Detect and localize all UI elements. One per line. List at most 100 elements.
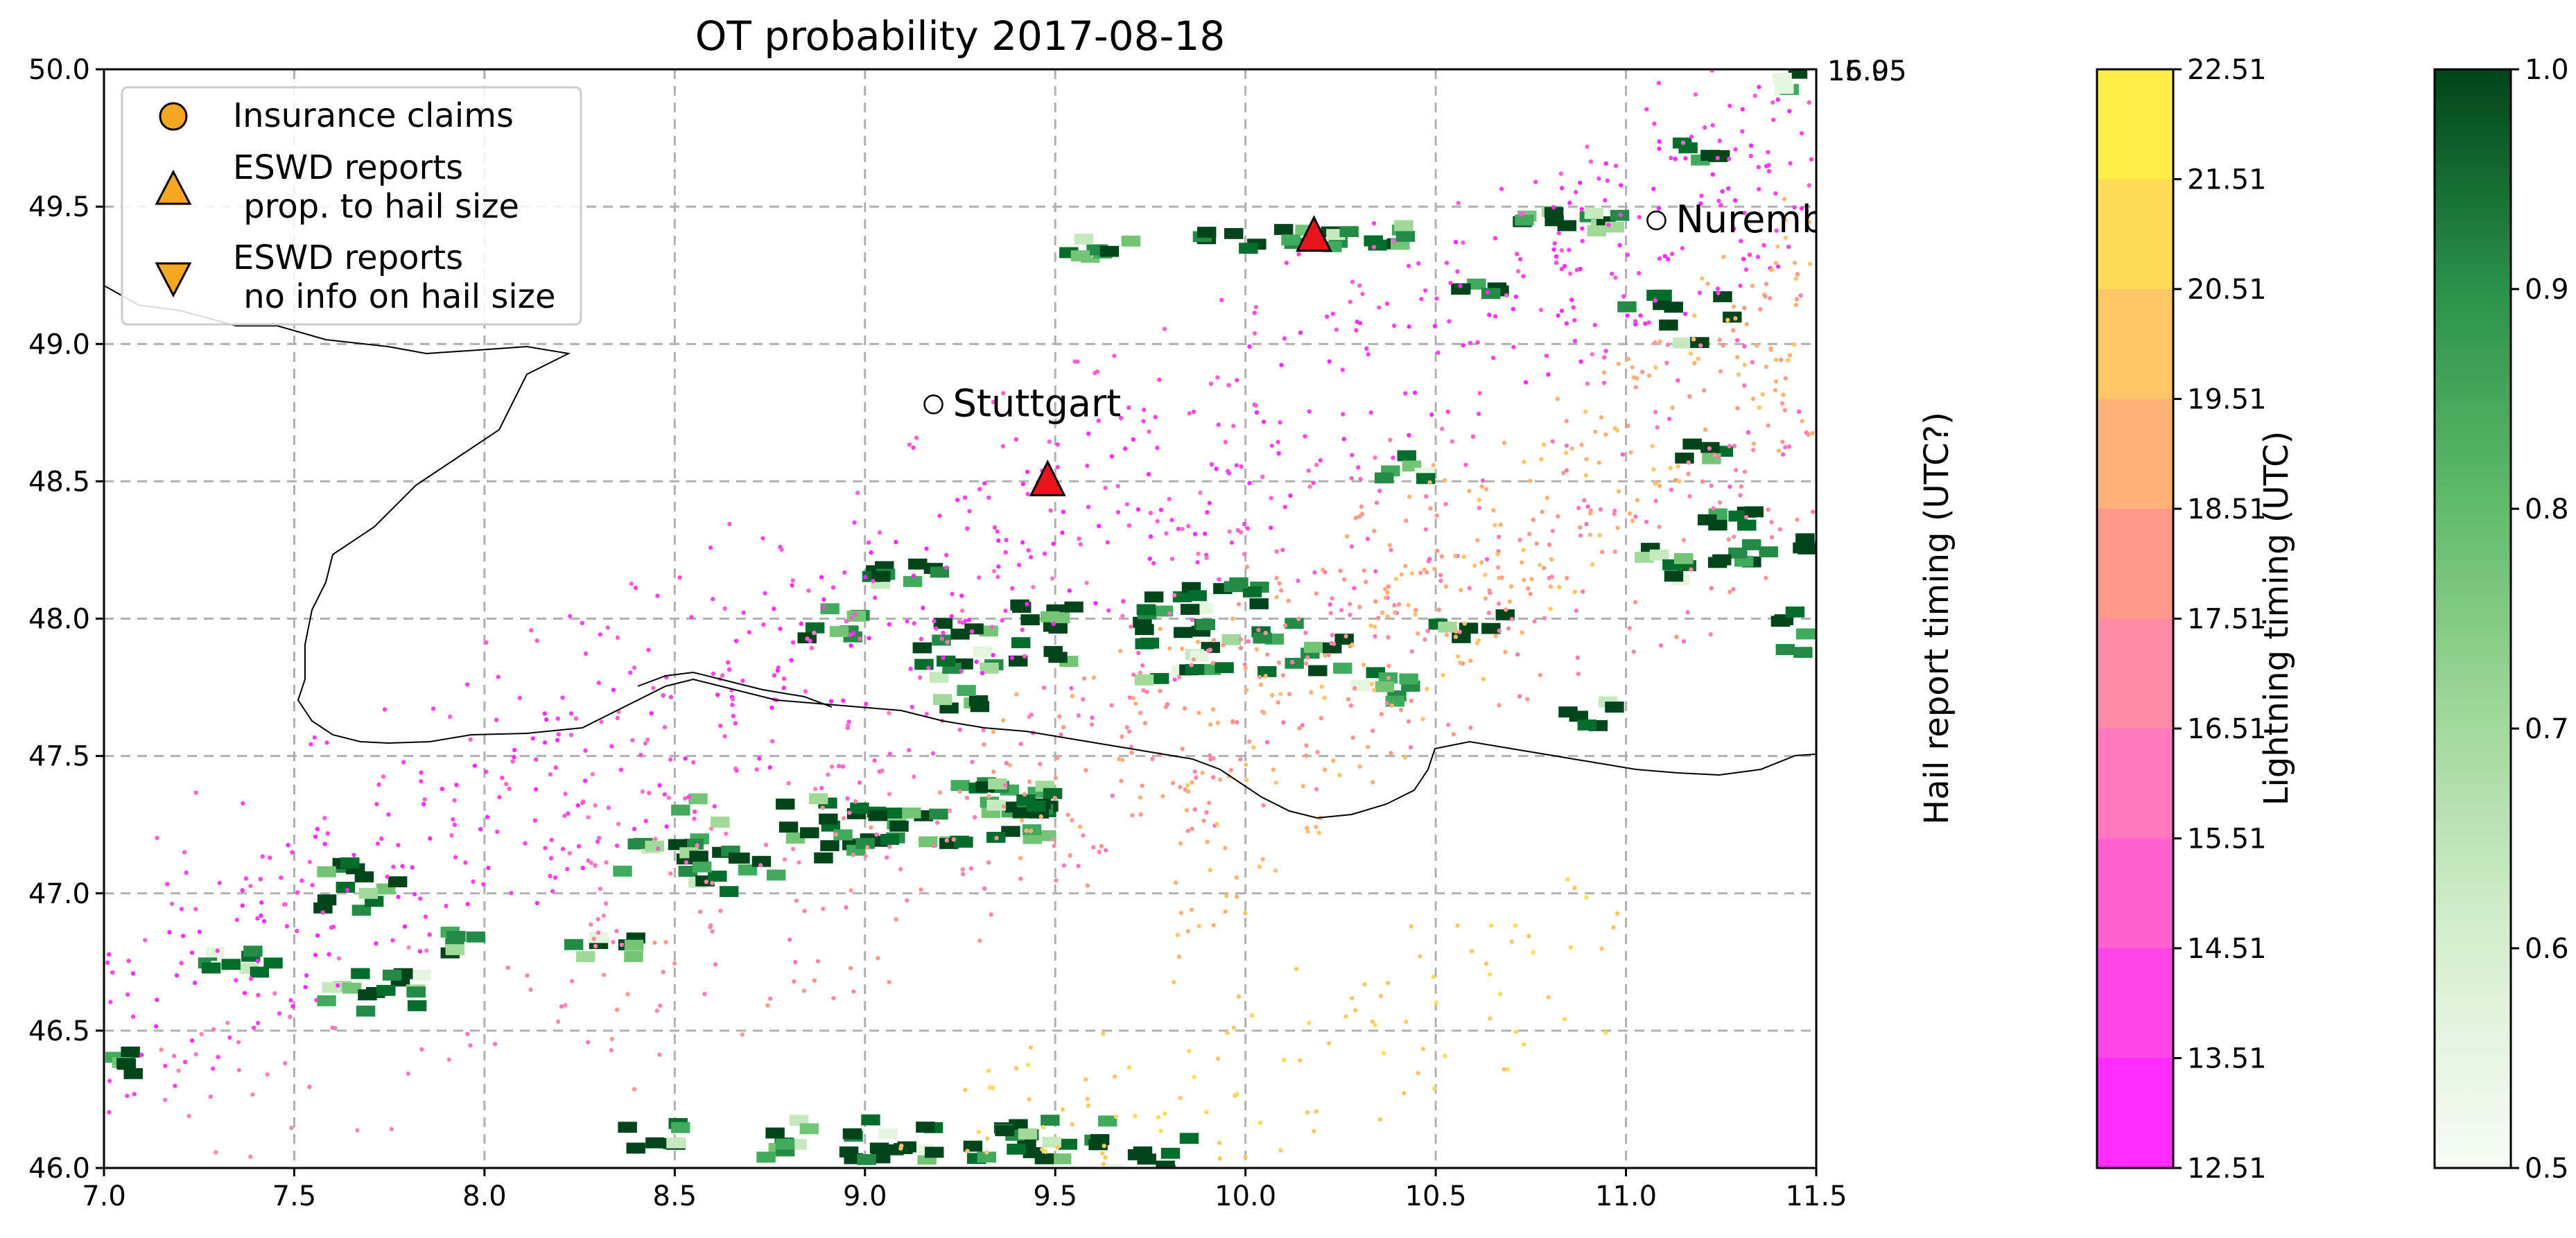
lightning-dot — [1377, 1117, 1383, 1122]
lightning-dot — [1124, 725, 1129, 730]
lightning-dot — [1504, 293, 1509, 298]
lightning-dot — [1625, 313, 1630, 318]
lightning-dot — [821, 604, 826, 610]
lightning-dot — [941, 630, 946, 636]
lightning-dot — [1676, 464, 1680, 469]
probability-cell — [829, 626, 849, 637]
probability-cell — [1016, 794, 1036, 805]
lightning-dot — [1568, 945, 1574, 950]
probability-colorbar-tick-label: 0.6 — [2525, 933, 2569, 965]
lightning-dot — [1689, 134, 1694, 139]
lightning-dot — [649, 710, 654, 716]
lightning-dot — [1247, 344, 1252, 349]
lightning-dot — [733, 721, 738, 726]
lightning-dot — [543, 846, 548, 851]
lightning-dot — [1574, 268, 1580, 272]
lightning-dot — [1343, 1014, 1348, 1019]
probability-cell — [407, 1000, 427, 1011]
lightning-dot — [819, 575, 824, 579]
lightning-dot — [484, 640, 489, 645]
lightning-dot — [640, 789, 645, 794]
lightning-dot — [1097, 849, 1102, 855]
probability-cell — [1438, 621, 1457, 633]
lightning-dot — [609, 1047, 613, 1053]
probability-cell — [1587, 225, 1606, 236]
probability-cell — [1281, 234, 1300, 246]
lightning-dot — [1385, 614, 1390, 619]
probability-cell — [1090, 1134, 1110, 1145]
lightning-dot — [125, 992, 130, 997]
lightning-dot — [1148, 534, 1154, 539]
lightning-dot — [1242, 552, 1247, 557]
lightning-dot — [227, 1035, 232, 1040]
lightning-dot — [1580, 238, 1585, 243]
lightning-dot — [1554, 260, 1559, 265]
probability-cell — [1416, 473, 1436, 485]
lightning-dot — [1698, 201, 1703, 206]
probability-cell — [1074, 234, 1094, 245]
lightning-dot — [857, 780, 862, 785]
probability-cell — [738, 864, 758, 875]
lightning-dot — [1389, 751, 1393, 756]
lightning-dot — [1067, 588, 1072, 593]
lightning-dot — [767, 996, 773, 1001]
lightning-dot — [568, 711, 574, 716]
probability-cell — [1134, 674, 1154, 686]
lightning-colorbar-tick-label: 21.51 — [2187, 164, 2267, 196]
lightning-dot — [1792, 260, 1798, 265]
lightning-dot — [1726, 186, 1731, 191]
lightning-dot — [1145, 689, 1149, 695]
lightning-dot — [1787, 353, 1793, 358]
lightning-dot — [1009, 655, 1015, 661]
lightning-dot — [1189, 907, 1194, 912]
lightning-dot — [1226, 383, 1231, 387]
lightning-dot — [452, 798, 457, 803]
lightning-dot — [1680, 140, 1686, 146]
lightning-dot — [1353, 515, 1359, 521]
probability-cell — [1697, 514, 1717, 525]
lightning-dot — [708, 545, 713, 550]
lightning-dot — [421, 801, 426, 807]
lightning-dot — [236, 1067, 241, 1072]
lightning-dot — [1018, 876, 1023, 881]
lightning-dot — [1316, 830, 1322, 835]
lightning-dot — [1480, 478, 1486, 483]
lightning-dot — [1364, 579, 1368, 584]
lightning-dot — [423, 914, 428, 919]
lightning-dot — [1527, 532, 1532, 537]
lightning-dot — [1669, 487, 1673, 492]
probability-cell — [711, 817, 730, 828]
lightning-dot — [1061, 724, 1066, 730]
lightning-dot — [1007, 762, 1013, 768]
lightning-dot — [1393, 576, 1399, 582]
lightning-dot — [241, 801, 245, 806]
probability-cell — [857, 1153, 876, 1165]
lightning-dot — [374, 801, 379, 807]
lightning-dot — [1593, 429, 1598, 435]
lightning-dot — [1575, 655, 1580, 661]
lightning-dot — [1434, 513, 1439, 518]
lightning-dot — [1230, 719, 1235, 724]
probability-cell — [342, 982, 362, 994]
lightning-dot — [1016, 562, 1022, 568]
lightning-dot — [1305, 829, 1310, 834]
lightning-dot — [1276, 439, 1280, 444]
probability-cell — [1788, 69, 1808, 79]
lightning-dot — [1650, 444, 1655, 448]
lightning-dot — [1106, 608, 1111, 613]
probability-cell — [1239, 243, 1258, 254]
lightning-dot — [1025, 491, 1030, 496]
lightning-dot — [586, 814, 591, 820]
lightning-dot — [1763, 294, 1768, 299]
lightning-dot — [525, 973, 530, 978]
lightning-dot — [657, 1052, 662, 1057]
lightning-dot — [772, 607, 776, 611]
probability-cell — [932, 694, 952, 706]
lightning-dot — [906, 748, 912, 753]
lightning-dot — [1140, 663, 1145, 668]
lightning-dot — [872, 758, 877, 763]
lightning-colorbar-band — [2097, 1058, 2173, 1168]
lightning-dot — [778, 626, 783, 631]
lightning-dot — [837, 763, 842, 769]
lightning-dot — [430, 706, 436, 711]
